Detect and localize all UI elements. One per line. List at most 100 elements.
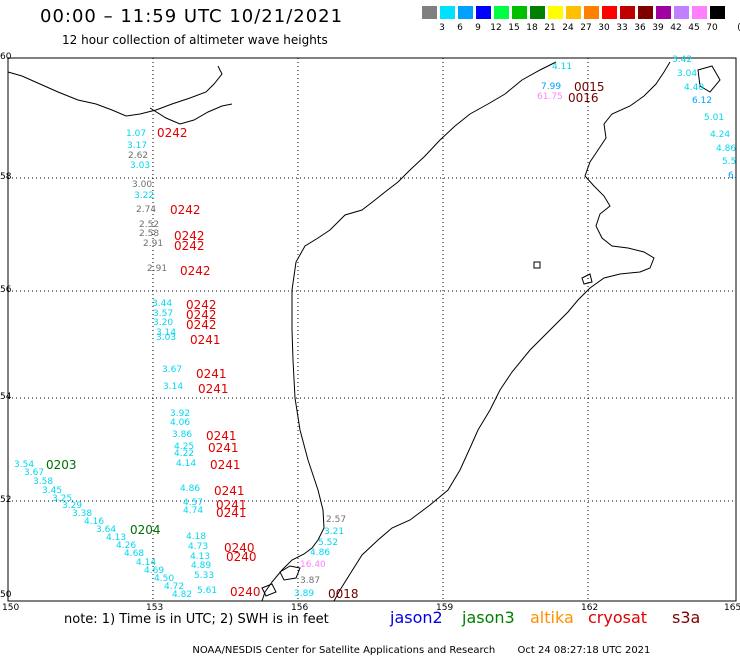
- pass-time-label: 0241: [198, 382, 229, 396]
- credit-org: NOAA/NESDIS Center for Satellite Applica…: [192, 645, 496, 656]
- pass-time-label: 0241: [216, 506, 247, 520]
- credit-line: NOAA/NESDIS Center for Satellite Applica…: [186, 634, 650, 656]
- legend-swatch: [656, 6, 671, 19]
- swh-label: 4.82: [172, 590, 193, 600]
- pass-time-label: 0240: [230, 585, 261, 599]
- swh-label: 5.61: [197, 586, 218, 596]
- swh-label: 5.01: [704, 113, 725, 123]
- swh-label: 3.89: [294, 589, 315, 599]
- pass-time-label: 0242: [186, 318, 217, 332]
- legend-label: 33: [616, 23, 628, 33]
- legend-swatch: [440, 6, 455, 19]
- footnote: note: 1) Time is in UTC; 2) SWH is in fe…: [64, 612, 329, 627]
- swh-label: 4.14: [136, 558, 157, 568]
- swh-label: 3.14: [163, 382, 184, 392]
- legend-swatch: [530, 6, 545, 19]
- legend-label: 21: [544, 23, 556, 33]
- legend-swatch: [602, 6, 617, 19]
- legend-unit: (ft): [732, 23, 740, 33]
- swh-label: 3.20: [153, 318, 174, 328]
- legend-label: 42: [670, 23, 682, 33]
- karaginsky-island: [697, 65, 721, 93]
- pass-time-label: 0016: [568, 91, 599, 105]
- map-subtitle: 12 hour collection of altimeter wave hei…: [62, 33, 328, 47]
- swh-label: 5.33: [194, 571, 215, 581]
- mission-altika: altika: [530, 608, 574, 627]
- swh-label: 4.13: [106, 533, 127, 543]
- mission-jason3: jason3: [462, 608, 515, 627]
- swh-label: 3.87: [300, 576, 321, 586]
- swh-label: 3.92: [170, 409, 191, 419]
- lon-tick-156: 156: [291, 603, 309, 613]
- swh-label: 4.11: [552, 62, 573, 72]
- swh-label: 3.38: [72, 509, 93, 519]
- swh-label: 3.86: [172, 430, 193, 440]
- swh-label: 6.12: [692, 96, 713, 106]
- pass-time-label: 0241: [196, 367, 227, 381]
- swh-label: 3.44: [152, 299, 173, 309]
- swh-label: 4.72: [164, 582, 185, 592]
- lon-tick-165: 165: [724, 603, 740, 613]
- mission-s3a: s3a: [672, 608, 701, 627]
- swh-label: 3.67: [24, 468, 45, 478]
- pass-time-label: 0204: [130, 523, 161, 537]
- legend-label: 3: [439, 23, 445, 33]
- legend-swatch: [692, 6, 707, 19]
- swh-label: 4.22: [174, 449, 195, 459]
- legend-label: 24: [562, 23, 574, 33]
- swh-label: 4.14: [176, 459, 197, 469]
- legend-label: 70: [706, 23, 718, 33]
- swh-label: 3.58: [33, 477, 54, 487]
- pass-time-label: 0241: [214, 484, 245, 498]
- pass-time-label: 0203: [46, 458, 77, 472]
- legend-swatch: [584, 6, 599, 19]
- swh-label: 61.75: [537, 92, 563, 102]
- legend-swatch: [476, 6, 491, 19]
- legend-label: 30: [598, 23, 610, 33]
- swh-label: 3.54: [14, 460, 35, 470]
- swh-label: 2.57: [326, 515, 347, 525]
- legend-swatch: [710, 6, 725, 19]
- pass-time-label: 0242: [174, 239, 205, 253]
- swh-label: 2.91: [143, 239, 164, 249]
- swh-label: 4.18: [186, 532, 207, 542]
- swh-label: 3.21: [324, 527, 345, 537]
- lat-tick-58: 58: [0, 172, 12, 182]
- swh-label: 5.5: [722, 157, 737, 167]
- swh-label: 2.91: [147, 264, 168, 274]
- swh-label: 4.24: [710, 130, 731, 140]
- pass-time-label: 0242: [180, 264, 211, 278]
- lon-tick-159: 159: [436, 603, 454, 613]
- swh-label: 3.57: [153, 309, 174, 319]
- islet-1: [581, 273, 593, 285]
- swh-label: 3.22: [134, 191, 155, 201]
- legend-label: 9: [475, 23, 481, 33]
- coastline: [7, 61, 721, 602]
- swh-label: 3.03: [130, 161, 151, 171]
- swh-label: 4.69: [144, 566, 165, 576]
- lon-tick-162: 162: [581, 603, 599, 613]
- kamchatka-west-coast: [261, 61, 557, 602]
- graticule: [8, 58, 736, 601]
- swh-label: 3.17: [127, 141, 148, 151]
- lat-tick-50: 50: [0, 590, 12, 600]
- kuril-island-1: [279, 565, 301, 581]
- swh-label: 3.14: [156, 328, 177, 338]
- swh-label: 3.45: [42, 486, 63, 496]
- pass-time-label: 0241: [210, 458, 241, 472]
- legend-swatch: [422, 6, 437, 19]
- pass-time-label: 0241: [190, 333, 221, 347]
- swh-label: 4.13: [190, 552, 211, 562]
- swh-label: 7.99: [541, 82, 562, 92]
- legend-swatch: [512, 6, 527, 19]
- swh-label: 1.07: [126, 129, 147, 139]
- pass-time-label: 0242: [170, 203, 201, 217]
- kuril-island-2: [261, 583, 277, 597]
- swh-label: 3.03: [156, 333, 177, 343]
- legend-swatch: [548, 6, 563, 19]
- legend-swatch: [494, 6, 509, 19]
- legend-label: 12: [490, 23, 502, 33]
- legend-label: 45: [688, 23, 700, 33]
- lat-tick-56: 56: [0, 285, 12, 295]
- swh-label: 2.62: [128, 151, 149, 161]
